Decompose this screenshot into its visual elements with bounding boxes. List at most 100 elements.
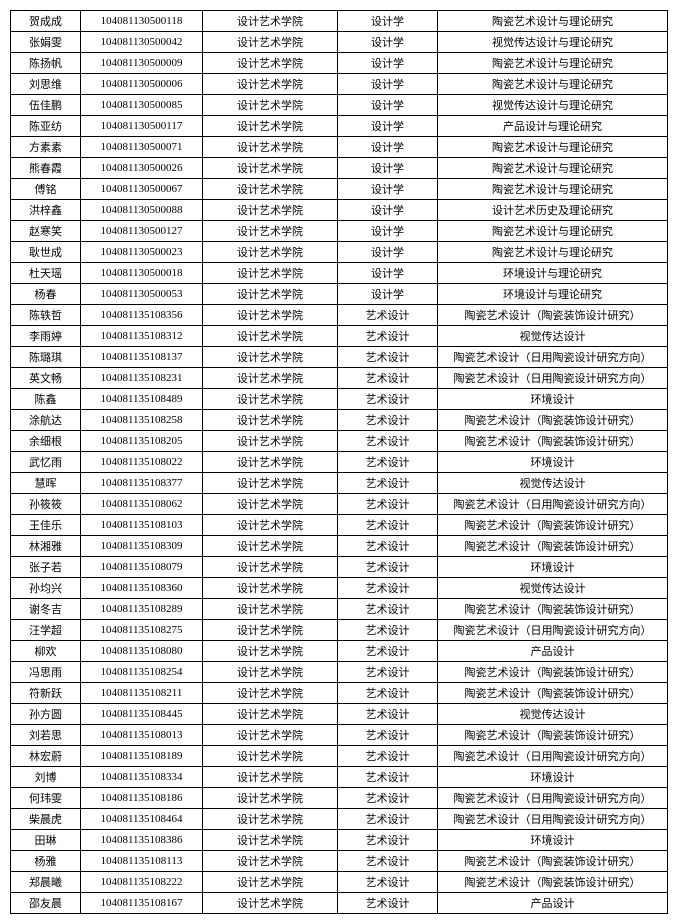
table-cell: 设计艺术学院: [203, 452, 338, 473]
table-cell: 陶瓷艺术设计（日用陶瓷设计研究方向）: [438, 809, 668, 830]
table-cell: 104081130500085: [81, 95, 203, 116]
table-cell: 赵寒笑: [11, 221, 81, 242]
table-cell: 艺术设计: [338, 683, 438, 704]
table-row: 陈鑫104081135108489设计艺术学院艺术设计环境设计: [11, 389, 668, 410]
table-cell: 104081130500009: [81, 53, 203, 74]
table-cell: 环境设计: [438, 389, 668, 410]
table-cell: 设计艺术历史及理论研究: [438, 200, 668, 221]
table-cell: 艺术设计: [338, 641, 438, 662]
table-cell: 设计艺术学院: [203, 221, 338, 242]
table-cell: 艺术设计: [338, 662, 438, 683]
table-cell: 设计艺术学院: [203, 767, 338, 788]
table-cell: 设计艺术学院: [203, 11, 338, 32]
table-cell: 慧晖: [11, 473, 81, 494]
table-cell: 陶瓷艺术设计（日用陶瓷设计研究方向）: [438, 788, 668, 809]
table-cell: 设计艺术学院: [203, 893, 338, 914]
table-cell: 104081130500127: [81, 221, 203, 242]
table-cell: 符新跃: [11, 683, 81, 704]
table-cell: 张娟雯: [11, 32, 81, 53]
table-cell: 设计艺术学院: [203, 578, 338, 599]
table-cell: 艺术设计: [338, 788, 438, 809]
table-row: 杨雅104081135108113设计艺术学院艺术设计陶瓷艺术设计（陶瓷装饰设计…: [11, 851, 668, 872]
table-cell: 杨春: [11, 284, 81, 305]
table-cell: 刘思维: [11, 74, 81, 95]
table-cell: 设计艺术学院: [203, 872, 338, 893]
table-cell: 艺术设计: [338, 725, 438, 746]
table-cell: 104081135108080: [81, 641, 203, 662]
table-cell: 设计艺术学院: [203, 32, 338, 53]
table-cell: 104081135108334: [81, 767, 203, 788]
table-cell: 设计艺术学院: [203, 95, 338, 116]
table-cell: 设计艺术学院: [203, 410, 338, 431]
table-cell: 陶瓷艺术设计与理论研究: [438, 221, 668, 242]
table-cell: 艺术设计: [338, 389, 438, 410]
table-cell: 视觉传达设计与理论研究: [438, 95, 668, 116]
table-cell: 艺术设计: [338, 578, 438, 599]
table-cell: 环境设计: [438, 767, 668, 788]
table-cell: 艺术设计: [338, 704, 438, 725]
table-cell: 104081135108309: [81, 536, 203, 557]
table-cell: 陶瓷艺术设计与理论研究: [438, 242, 668, 263]
table-cell: 设计艺术学院: [203, 515, 338, 536]
table-row: 孙方圆104081135108445设计艺术学院艺术设计视觉传达设计: [11, 704, 668, 725]
table-cell: 视觉传达设计: [438, 326, 668, 347]
table-cell: 视觉传达设计与理论研究: [438, 32, 668, 53]
table-cell: 104081130500026: [81, 158, 203, 179]
table-row: 符新跃104081135108211设计艺术学院艺术设计陶瓷艺术设计（陶瓷装饰设…: [11, 683, 668, 704]
table-cell: 设计艺术学院: [203, 431, 338, 452]
table-cell: 104081130500042: [81, 32, 203, 53]
table-row: 陈轶哲104081135108356设计艺术学院艺术设计陶瓷艺术设计（陶瓷装饰设…: [11, 305, 668, 326]
table-cell: 艺术设计: [338, 809, 438, 830]
table-row: 邵友晨104081135108167设计艺术学院艺术设计产品设计: [11, 893, 668, 914]
table-cell: 刘若思: [11, 725, 81, 746]
table-cell: 何玮雯: [11, 788, 81, 809]
table-cell: 104081135108137: [81, 347, 203, 368]
table-row: 伍佳鹏104081130500085设计艺术学院设计学视觉传达设计与理论研究: [11, 95, 668, 116]
table-cell: 104081135108312: [81, 326, 203, 347]
table-cell: 林宏蔚: [11, 746, 81, 767]
table-cell: 艺术设计: [338, 368, 438, 389]
table-cell: 104081135108258: [81, 410, 203, 431]
table-cell: 104081135108275: [81, 620, 203, 641]
table-cell: 设计艺术学院: [203, 851, 338, 872]
table-cell: 陶瓷艺术设计（日用陶瓷设计研究方向）: [438, 347, 668, 368]
table-row: 陈扬帆104081130500009设计艺术学院设计学陶瓷艺术设计与理论研究: [11, 53, 668, 74]
table-cell: 陶瓷艺术设计（陶瓷装饰设计研究）: [438, 431, 668, 452]
table-cell: 陶瓷艺术设计（陶瓷装饰设计研究）: [438, 515, 668, 536]
table-row: 耿世成104081130500023设计艺术学院设计学陶瓷艺术设计与理论研究: [11, 242, 668, 263]
table-cell: 环境设计: [438, 452, 668, 473]
table-cell: 104081135108013: [81, 725, 203, 746]
table-cell: 设计学: [338, 53, 438, 74]
table-cell: 设计学: [338, 137, 438, 158]
table-cell: 104081130500117: [81, 116, 203, 137]
table-cell: 陶瓷艺术设计（陶瓷装饰设计研究）: [438, 662, 668, 683]
table-cell: 冯思雨: [11, 662, 81, 683]
table-cell: 武忆雨: [11, 452, 81, 473]
table-cell: 涂航达: [11, 410, 81, 431]
table-cell: 余细根: [11, 431, 81, 452]
table-cell: 陶瓷艺术设计（陶瓷装饰设计研究）: [438, 683, 668, 704]
table-cell: 郑晨曦: [11, 872, 81, 893]
table-cell: 视觉传达设计: [438, 578, 668, 599]
table-row: 柴晨虎104081135108464设计艺术学院艺术设计陶瓷艺术设计（日用陶瓷设…: [11, 809, 668, 830]
table-row: 林宏蔚104081135108189设计艺术学院艺术设计陶瓷艺术设计（日用陶瓷设…: [11, 746, 668, 767]
table-cell: 贺成成: [11, 11, 81, 32]
table-cell: 柳欢: [11, 641, 81, 662]
table-cell: 艺术设计: [338, 494, 438, 515]
table-cell: 104081135108377: [81, 473, 203, 494]
table-cell: 设计艺术学院: [203, 473, 338, 494]
table-cell: 艺术设计: [338, 746, 438, 767]
table-cell: 陶瓷艺术设计与理论研究: [438, 179, 668, 200]
table-row: 陈璐琪104081135108137设计艺术学院艺术设计陶瓷艺术设计（日用陶瓷设…: [11, 347, 668, 368]
table-cell: 艺术设计: [338, 452, 438, 473]
table-cell: 104081135108360: [81, 578, 203, 599]
table-cell: 艺术设计: [338, 557, 438, 578]
table-cell: 设计学: [338, 11, 438, 32]
table-cell: 谢冬吉: [11, 599, 81, 620]
table-cell: 方素素: [11, 137, 81, 158]
table-row: 林湘雅104081135108309设计艺术学院艺术设计陶瓷艺术设计（陶瓷装饰设…: [11, 536, 668, 557]
table-cell: 104081130500118: [81, 11, 203, 32]
table-cell: 设计艺术学院: [203, 263, 338, 284]
table-cell: 陶瓷艺术设计与理论研究: [438, 11, 668, 32]
table-cell: 104081130500088: [81, 200, 203, 221]
